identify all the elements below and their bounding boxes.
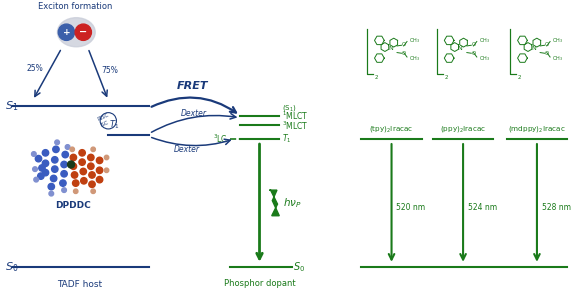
Circle shape bbox=[59, 180, 66, 186]
Text: T$_1$: T$_1$ bbox=[109, 118, 120, 131]
Text: FRET: FRET bbox=[177, 81, 208, 91]
Circle shape bbox=[73, 189, 78, 193]
Circle shape bbox=[34, 177, 38, 182]
Text: CH$_3$: CH$_3$ bbox=[409, 36, 420, 45]
Text: 2: 2 bbox=[518, 75, 522, 80]
Ellipse shape bbox=[57, 18, 95, 47]
Text: +: + bbox=[62, 28, 70, 37]
Circle shape bbox=[91, 147, 96, 152]
Circle shape bbox=[65, 145, 70, 149]
Circle shape bbox=[89, 181, 95, 187]
Text: 528 nm: 528 nm bbox=[542, 203, 571, 212]
Circle shape bbox=[62, 151, 68, 158]
Circle shape bbox=[87, 154, 94, 161]
Text: DPDDC: DPDDC bbox=[55, 201, 92, 210]
Circle shape bbox=[96, 167, 103, 173]
Text: RISC: RISC bbox=[97, 112, 110, 122]
Text: Exciton formation: Exciton formation bbox=[38, 2, 113, 11]
Text: CH$_3$: CH$_3$ bbox=[552, 36, 563, 45]
Circle shape bbox=[80, 178, 87, 184]
Circle shape bbox=[43, 170, 48, 176]
Text: Dexter: Dexter bbox=[181, 109, 207, 118]
Circle shape bbox=[75, 24, 92, 41]
Circle shape bbox=[70, 163, 76, 170]
Circle shape bbox=[104, 168, 109, 173]
Circle shape bbox=[91, 189, 96, 193]
Text: CH$_3$: CH$_3$ bbox=[409, 54, 420, 63]
Text: O: O bbox=[545, 51, 549, 56]
Circle shape bbox=[43, 160, 48, 167]
Text: T$_1$: T$_1$ bbox=[282, 133, 292, 145]
Text: $^1$MLCT: $^1$MLCT bbox=[282, 109, 309, 122]
Text: Phosphor dopant: Phosphor dopant bbox=[224, 279, 296, 288]
Circle shape bbox=[70, 147, 75, 152]
Text: O: O bbox=[472, 42, 476, 47]
Circle shape bbox=[96, 176, 103, 183]
Text: $h\nu_P$: $h\nu_P$ bbox=[283, 196, 302, 210]
Polygon shape bbox=[269, 190, 279, 216]
Text: N: N bbox=[531, 46, 536, 51]
Circle shape bbox=[87, 163, 94, 170]
Circle shape bbox=[52, 146, 59, 153]
Circle shape bbox=[48, 183, 54, 190]
Circle shape bbox=[80, 168, 86, 175]
Text: CH$_3$: CH$_3$ bbox=[479, 54, 490, 63]
Circle shape bbox=[61, 170, 67, 177]
Text: CH$_3$: CH$_3$ bbox=[479, 36, 490, 45]
Circle shape bbox=[72, 180, 79, 186]
Circle shape bbox=[58, 24, 75, 41]
Circle shape bbox=[39, 165, 45, 171]
Circle shape bbox=[43, 150, 48, 156]
Circle shape bbox=[55, 140, 59, 145]
Text: (S$_1$): (S$_1$) bbox=[282, 103, 297, 113]
Text: N: N bbox=[458, 46, 462, 51]
Circle shape bbox=[62, 188, 66, 193]
Circle shape bbox=[70, 154, 76, 161]
Text: Dexter: Dexter bbox=[174, 145, 200, 154]
Text: 75%: 75% bbox=[101, 66, 118, 74]
Text: $^3$MLCT: $^3$MLCT bbox=[282, 119, 309, 132]
Circle shape bbox=[49, 191, 54, 196]
Text: S$_0$: S$_0$ bbox=[293, 260, 305, 274]
Circle shape bbox=[68, 161, 75, 168]
Circle shape bbox=[79, 159, 85, 165]
Circle shape bbox=[79, 150, 85, 156]
Circle shape bbox=[96, 157, 103, 164]
Text: O: O bbox=[402, 51, 406, 56]
Circle shape bbox=[61, 161, 67, 168]
Circle shape bbox=[33, 167, 37, 171]
Circle shape bbox=[31, 152, 36, 156]
Text: $^3$LC: $^3$LC bbox=[213, 133, 227, 145]
Circle shape bbox=[36, 156, 42, 162]
Text: S$_1$: S$_1$ bbox=[5, 99, 19, 113]
Text: (tpy)$_2$Iracac: (tpy)$_2$Iracac bbox=[370, 124, 414, 134]
Text: (mdppy)$_2$Iracac: (mdppy)$_2$Iracac bbox=[508, 124, 566, 134]
Circle shape bbox=[50, 175, 57, 182]
Circle shape bbox=[104, 155, 109, 160]
Text: TADF host: TADF host bbox=[57, 280, 102, 289]
Circle shape bbox=[71, 172, 78, 178]
Text: 2: 2 bbox=[375, 75, 378, 80]
Text: 524 nm: 524 nm bbox=[468, 203, 497, 212]
Text: O: O bbox=[472, 51, 476, 56]
Text: CH$_3$: CH$_3$ bbox=[552, 54, 563, 63]
Text: O: O bbox=[545, 42, 549, 47]
Circle shape bbox=[51, 166, 58, 172]
Circle shape bbox=[51, 157, 58, 163]
Text: O: O bbox=[402, 42, 406, 47]
Circle shape bbox=[89, 172, 95, 178]
Text: 25%: 25% bbox=[26, 64, 43, 73]
Text: 2: 2 bbox=[445, 75, 448, 80]
Text: (ppy)$_2$Iracac: (ppy)$_2$Iracac bbox=[440, 124, 486, 134]
Text: −: − bbox=[79, 27, 87, 37]
Text: 520 nm: 520 nm bbox=[396, 203, 426, 212]
Text: ISC: ISC bbox=[100, 120, 110, 128]
Text: N: N bbox=[388, 46, 393, 51]
Text: S$_0$: S$_0$ bbox=[5, 260, 19, 274]
Circle shape bbox=[38, 173, 44, 179]
